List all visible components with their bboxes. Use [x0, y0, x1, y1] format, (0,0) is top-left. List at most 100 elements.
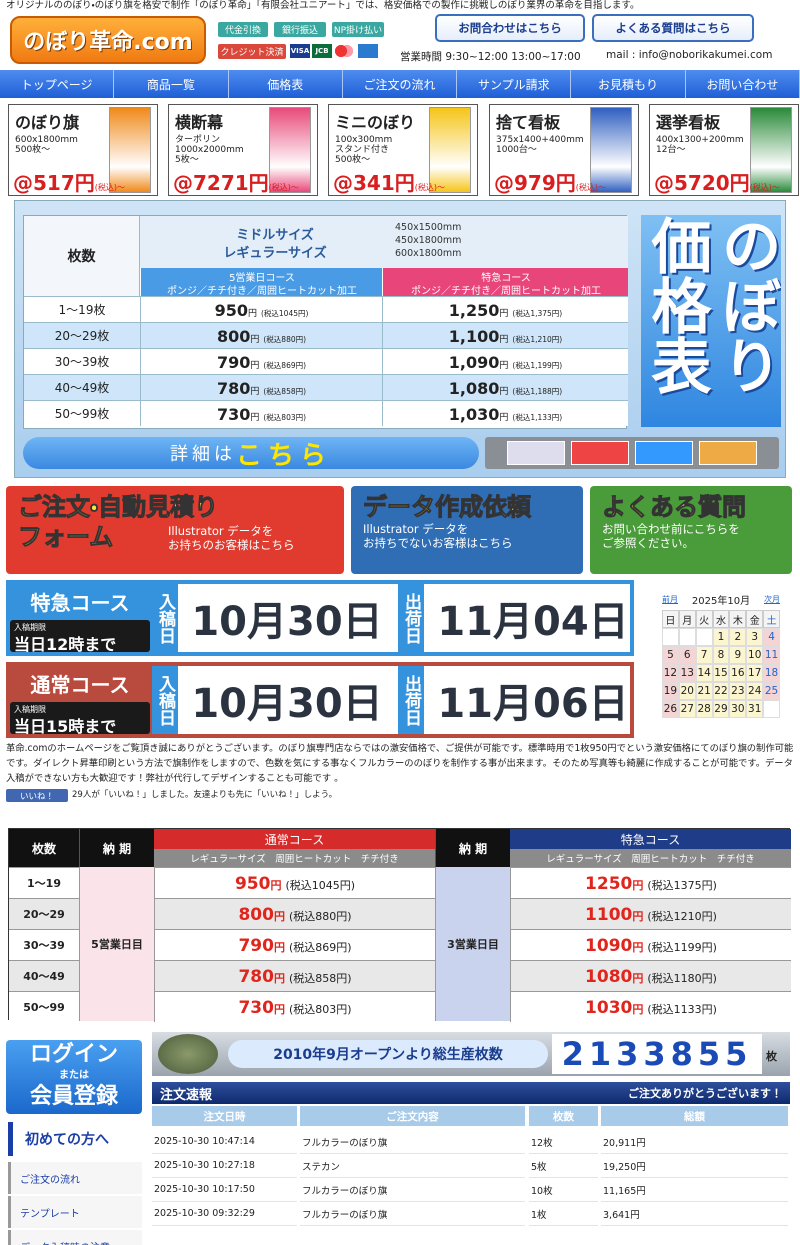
date-value: 10月30日	[191, 599, 383, 645]
price: @517円	[13, 171, 95, 195]
nav-item[interactable]: お見積もり	[571, 70, 686, 98]
calendar-day: 18	[763, 664, 780, 682]
orders-cell: 19,250円	[601, 1154, 788, 1178]
orders-column-header: 注文日時	[152, 1106, 297, 1126]
price: @5720円	[654, 171, 750, 195]
price: 730	[216, 405, 251, 424]
calendar-day	[763, 700, 780, 718]
action-button[interactable]: よくある質問 お問い合わせ前にこちらを ご参照ください。	[590, 486, 792, 574]
product-card[interactable]: のぼり旗 600x1800mm 500枚〜 @517円 (税込)〜	[8, 104, 158, 196]
action-button[interactable]: データ作成依頼 Illustrator データを お持ちでないお客様はこちら	[351, 486, 583, 574]
weekday: 火	[695, 610, 713, 628]
thumbnail-strip	[485, 437, 779, 469]
calendar-day: 14	[695, 664, 713, 682]
qty-cell: 1〜19	[9, 867, 79, 898]
button-sub: お持ちでないお客様はこちら	[363, 536, 513, 550]
price-tax: (税込1375円)	[647, 879, 717, 892]
calendar-day: 2	[729, 628, 747, 646]
like-button[interactable]: いいね！	[6, 789, 68, 802]
orders-cell: 12枚	[529, 1130, 598, 1154]
price-cell: 1,030 円 (税込1,133円)	[382, 401, 628, 426]
price-tax: (税込1199円)	[647, 941, 717, 954]
price-tax: (税込1180円)	[647, 972, 717, 985]
calendar-day	[662, 628, 679, 646]
calendar-prev[interactable]: 前月	[662, 595, 678, 604]
price: 790	[216, 353, 251, 372]
orders-cell: 2025-10-30 10:17:50	[152, 1178, 297, 1202]
thumbnail	[571, 441, 629, 465]
product-card[interactable]: ミニのぼり 100x300mm スタンド付き 500枚〜 @341円 (税込)〜	[328, 104, 478, 196]
calendar-day: 30	[729, 700, 747, 718]
button-title: データ作成依頼	[363, 493, 532, 522]
side-title: のぼり価格表	[641, 215, 781, 427]
sidebar-link[interactable]: データ入稿時の注意	[8, 1230, 142, 1245]
counter-text: 2010年9月オープンより総生産枚数	[228, 1040, 548, 1068]
course-header: 特急コース ポンジ／チチ付き／周囲ヒートカット加工	[382, 268, 628, 297]
date-label: 入稿日	[152, 666, 178, 734]
nav-item[interactable]: お問い合わせ	[686, 70, 800, 98]
price: 1080	[585, 967, 633, 987]
button-title: ご注文・自動見積り	[18, 493, 219, 522]
faq-button[interactable]: よくある質問はこちら	[592, 14, 754, 42]
sidebar-heading: 初めての方へ	[8, 1122, 142, 1156]
calendar-day: 27	[678, 700, 696, 718]
price-panel: 枚数 ミドルサイズ レギュラーサイズ 450x1500mm 450x1800mm 600x…	[14, 200, 786, 478]
button-sub: Illustrator データを	[168, 524, 274, 538]
price: 1,030	[448, 405, 500, 424]
weekday: 金	[746, 610, 764, 628]
product-card[interactable]: 横断幕 ターポリン 1000x2000mm 5枚〜 @7271円 (税込)〜	[168, 104, 318, 196]
product-price: @341円 (税込)〜	[333, 167, 479, 195]
nav-item[interactable]: 商品一覧	[114, 70, 229, 98]
contact-button[interactable]: お問合わせはこちら	[435, 14, 585, 42]
price-tax: (税込880円)	[288, 910, 352, 923]
nav-item[interactable]: ご注文の流れ	[343, 70, 458, 98]
price-tax: (税込1045円)	[285, 879, 356, 892]
thumbnail	[699, 441, 757, 465]
action-button[interactable]: ご注文・自動見積り フォーム Illustrator データを お持ちのお客様はこちら	[6, 486, 344, 574]
calendar-next[interactable]: 次月	[764, 595, 780, 604]
weekday: 月	[678, 610, 696, 628]
price-cell: 730 円 (税込803円)	[154, 991, 435, 1022]
product-image	[269, 107, 311, 193]
product-spec: 12台〜	[656, 145, 686, 155]
yen: 円	[273, 941, 285, 954]
detail-button[interactable]: 詳細は こちら	[23, 437, 479, 471]
orders-header: 注文速報 ご注文ありがとうございます！	[152, 1082, 790, 1104]
sidebar-link[interactable]: ご注文の流れ	[8, 1162, 142, 1194]
price-row: 30〜39枚 790 円 (税込869円) 1,090 円 (税込1,199円)	[24, 348, 628, 374]
date-label: 入稿日	[152, 584, 178, 652]
orders-thanks: ご注文ありがとうございます！	[628, 1087, 782, 1100]
login-button[interactable]: ログイン または 会員登録	[6, 1040, 142, 1114]
product-price: @5720円 (税込)〜	[654, 167, 800, 195]
price-cell: 1,100 円 (税込1,210円)	[382, 323, 628, 348]
price-tax: (税込)〜	[575, 183, 606, 192]
price: 950	[234, 874, 271, 894]
product-price: @7271円 (税込)〜	[173, 167, 319, 195]
yen: 円	[273, 1003, 285, 1016]
weekday: 木	[729, 610, 747, 628]
calendar-day: 1	[712, 628, 730, 646]
payment-badge: クレジット決済	[218, 44, 286, 59]
nav-item[interactable]: サンプル請求	[457, 70, 572, 98]
yen: 円	[499, 413, 509, 423]
calendar-day: 22	[712, 682, 730, 700]
button-sub: お問い合わせ前にこちらを	[602, 522, 740, 536]
yen: 円	[632, 941, 644, 954]
calendar-day: 15	[712, 664, 730, 682]
calendar-day: 12	[662, 664, 679, 682]
counter-icon	[158, 1034, 218, 1074]
sidebar-link[interactable]: テンプレート	[8, 1196, 142, 1228]
button-title: フォーム	[18, 523, 114, 552]
nav-item[interactable]: トップページ	[0, 70, 115, 98]
table-header: 納 期	[435, 829, 510, 867]
product-name: ミニのぼり	[335, 113, 416, 132]
logo[interactable]: のぼり革命.com	[10, 16, 206, 64]
nav-item[interactable]: 価格表	[229, 70, 343, 98]
calendar-day: 20	[678, 682, 696, 700]
product-card[interactable]: 選挙看板 400x1300+200mm 12台〜 @5720円 (税込)〜	[649, 104, 799, 196]
yen: 円	[632, 1003, 644, 1016]
like-text: 29人が「いいね！」しました。友達よりも先に「いいね！」しよう。	[72, 790, 338, 800]
delivery-banner: 通常コース 入稿期限 当日15時まで 入稿日 10月30日 出荷日 11月06日	[6, 662, 634, 738]
calendar-day	[678, 628, 696, 646]
product-card[interactable]: 捨て看板 375x1400+400mm 1000台〜 @979円 (税込)〜	[489, 104, 639, 196]
